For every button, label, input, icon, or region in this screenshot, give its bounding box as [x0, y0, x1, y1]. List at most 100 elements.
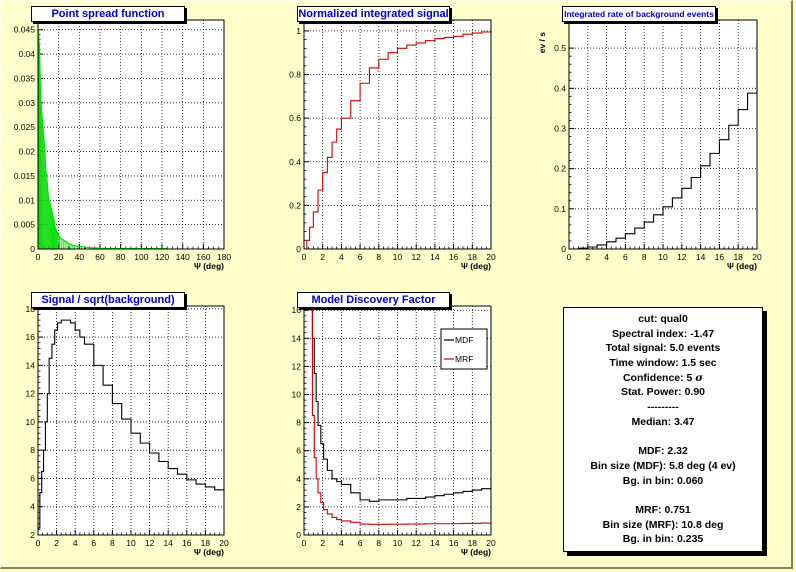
x-tick-label: 0: [36, 538, 41, 548]
mrf-label: MRF: 0.751: [635, 503, 691, 516]
x-tick-label: 4: [604, 252, 609, 262]
y-tick-label: 0: [296, 244, 301, 254]
chart-title-background-rate: Integrated rate of background events: [562, 6, 716, 22]
y-tick-label: 0.2: [554, 164, 566, 174]
stat-power-label: Stat. Power: 0.90: [620, 386, 706, 399]
x-axis-label: Ψ (deg): [194, 547, 224, 557]
x-tick-label: 12: [411, 538, 421, 548]
y-tick-label: 0.2: [289, 200, 301, 210]
x-tick-label: 2: [585, 252, 590, 262]
y-tick-label: 2: [296, 502, 301, 512]
separator-line: ---------: [647, 401, 679, 414]
series-line-1: [569, 40, 758, 250]
plot-panel-2: 0 2 4 6 8 10 12 14 16 18 20 0 0.2 0.4 0.6 0.8 1 Ψ (deg): [289, 19, 496, 271]
bin-size-mdf-label: Bin size (MDF): 5.8 deg (4 ev): [590, 459, 736, 472]
x-tick-label: 4: [73, 538, 78, 548]
x-tick-label: 14: [430, 538, 440, 548]
y-tick-label: 0.03: [18, 98, 35, 108]
bin-size-mrf-label: Bin size (MRF): 10.8 deg: [602, 518, 724, 531]
x-tick-label: 14: [696, 252, 706, 262]
y-tick-label: 6: [30, 473, 35, 483]
y-tick-label: 14: [26, 360, 36, 370]
y-tick-label: 0.1: [554, 204, 566, 214]
x-tick-label: 10: [126, 538, 136, 548]
x-tick-label: 4: [339, 538, 344, 548]
x-tick-label: 160: [196, 252, 210, 262]
bg-in-bin-mrf-label: Bg. in bin: 0.235: [622, 533, 704, 546]
series-line-1: [304, 30, 492, 250]
chart-title-signal-sqrt-bg: Signal / sqrt(background): [31, 292, 185, 308]
chart-title-mdf: Model Discovery Factor: [297, 292, 450, 308]
x-tick-label: 6: [358, 538, 363, 548]
x-tick-label: 80: [116, 252, 126, 262]
blank-line: [564, 430, 762, 445]
confidence-text: Confidence: 5: [622, 371, 696, 384]
spectral-index-label: Spectral index: -1.47: [611, 327, 715, 340]
y-tick-label: 8: [296, 418, 301, 428]
y-tick-label: 6: [296, 446, 301, 456]
y-tick-label: 0: [30, 244, 35, 254]
y-tick-label: 0: [561, 244, 566, 254]
x-axis-label: Ψ (deg): [461, 261, 491, 271]
x-tick-label: 12: [411, 252, 421, 262]
sigma-symbol: σ: [695, 371, 704, 384]
x-tick-label: 10: [393, 538, 403, 548]
chart-title-psf: Point spread function: [31, 6, 185, 22]
x-tick-label: 16: [715, 252, 725, 262]
bg-in-bin-mdf-label: Bg. in bin: 0.060: [622, 474, 704, 487]
y-tick-label: 0.3: [554, 123, 566, 133]
y-tick-label: 10: [26, 417, 36, 427]
x-tick-label: 10: [658, 252, 668, 262]
series-line-mrf: [310, 309, 492, 525]
y-tick-label: 18: [26, 304, 36, 314]
x-tick-label: 140: [176, 252, 190, 262]
x-tick-label: 6: [91, 538, 96, 548]
x-tick-label: 0: [567, 252, 572, 262]
y-tick-label: 0.005: [14, 220, 36, 230]
x-tick-label: 18: [733, 252, 743, 262]
y-axis-label: ev / s: [537, 32, 547, 54]
x-tick-label: 12: [677, 252, 687, 262]
x-tick-label: 18: [201, 538, 211, 548]
legend: MDF MRF: [440, 328, 488, 370]
y-tick-label: 2: [30, 530, 35, 540]
y-tick-label: 0.02: [18, 147, 35, 157]
x-tick-label: 0: [36, 252, 41, 262]
x-tick-label: 12: [145, 538, 155, 548]
x-tick-label: 120: [155, 252, 169, 262]
y-tick-label: 0.015: [14, 171, 36, 181]
x-tick-label: 18: [468, 252, 478, 262]
x-tick-label: 2: [320, 252, 325, 262]
y-tick-label: 12: [292, 361, 302, 371]
legend-label-mdf: MDF: [455, 335, 473, 345]
x-tick-label: 2: [54, 538, 59, 548]
x-tick-label: 6: [623, 252, 628, 262]
chart-title-integrated-signal: Normalized integrated signal: [297, 6, 450, 22]
y-tick-label: 8: [30, 445, 35, 455]
x-tick-label: 14: [163, 538, 173, 548]
x-tick-label: 20: [219, 538, 229, 548]
x-tick-label: 10: [393, 252, 403, 262]
y-tick-label: 16: [292, 305, 302, 315]
x-tick-label: 20: [54, 252, 64, 262]
blank-line: [564, 488, 762, 503]
y-tick-label: 0.4: [289, 157, 301, 167]
x-tick-label: 4: [339, 252, 344, 262]
y-tick-label: 4: [30, 502, 35, 512]
mdf-label: MDF: 2.32: [638, 445, 688, 458]
y-tick-label: 1: [296, 26, 301, 36]
x-tick-label: 20: [486, 252, 496, 262]
y-tick-label: 0.045: [14, 25, 36, 35]
x-tick-label: 8: [642, 252, 647, 262]
y-tick-label: 10: [292, 390, 302, 400]
x-tick-label: 0: [302, 252, 307, 262]
legend-label-mrf: MRF: [455, 354, 473, 364]
x-tick-label: 40: [75, 252, 85, 262]
y-tick-label: 12: [26, 389, 36, 399]
total-signal-label: Total signal: 5.0 events: [605, 342, 721, 355]
x-tick-label: 16: [449, 538, 459, 548]
y-tick-label: 0.035: [14, 73, 36, 83]
